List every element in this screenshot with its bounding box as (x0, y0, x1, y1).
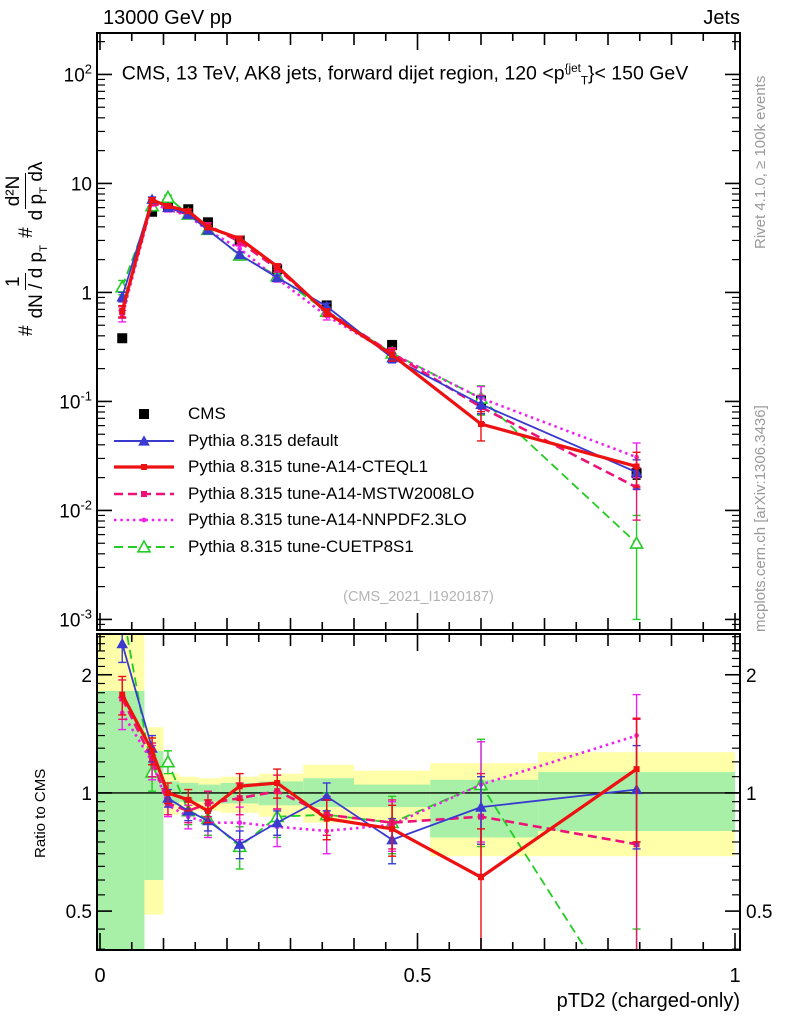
nnpdf-marker-icon (114, 517, 174, 523)
svg-text:1: 1 (729, 965, 740, 987)
y-axis-label-frac2: d²N d pT dλ (3, 161, 50, 221)
legend-item-default: Pythia 8.315 default (112, 428, 474, 455)
x-axis-label: pTD2 (charged-only) (556, 990, 740, 1012)
default-marker-icon (114, 434, 174, 446)
cms-uncertainty-bands (97, 634, 735, 950)
plot-title: CMS, 13 TeV, AK8 jets, forward dijet reg… (121, 62, 689, 88)
legend-label: Pythia 8.315 tune-CUETP8S1 (188, 536, 414, 556)
analysis-group-label: Jets (703, 7, 740, 29)
svg-text:0.5: 0.5 (746, 902, 772, 923)
svg-text:0.5: 0.5 (66, 902, 92, 923)
y-axis-label-frac1: 1 dN / d pT (3, 244, 50, 319)
y-axis-label-hash1: # (15, 325, 37, 336)
legend-item-cuetp8s1: Pythia 8.315 tune-CUETP8S1 (112, 534, 474, 561)
legend-label: Pythia 8.315 tune-A14-NNPDF2.3LO (188, 510, 467, 530)
cuetp8s1-marker-icon (114, 539, 174, 553)
svg-text:0: 0 (94, 965, 105, 987)
svg-text:10-1: 10-1 (59, 388, 92, 413)
cms-marker-icon (139, 409, 149, 420)
svg-text:0.5: 0.5 (404, 965, 432, 987)
cteql1-marker-icon (114, 464, 174, 471)
legend-item-cteql1: Pythia 8.315 tune-A14-CTEQL1 (112, 454, 474, 481)
mstw-marker-icon (114, 490, 174, 497)
svg-text:1: 1 (746, 784, 757, 805)
band-green (144, 750, 164, 881)
y-axis-label: # 1 dN / d pT # d²N d pT dλ (3, 162, 51, 336)
legend-item-nnpdf: Pythia 8.315 tune-A14-NNPDF2.3LO (112, 507, 474, 534)
legend-label: Pythia 8.315 tune-A14-CTEQL1 (188, 457, 429, 477)
svg-text:10-2: 10-2 (59, 497, 92, 522)
legend-item-mstw: Pythia 8.315 tune-A14-MSTW2008LO (112, 481, 474, 508)
svg-text:2: 2 (746, 666, 757, 687)
legend-label: CMS (188, 404, 226, 424)
legend-label: Pythia 8.315 default (188, 430, 339, 450)
legend: CMS Pythia 8.315 default Pythia 8.315 tune… (112, 401, 474, 560)
svg-text:10: 10 (71, 174, 92, 195)
legend-label: Pythia 8.315 tune-A14-MSTW2008LO (188, 483, 475, 503)
svg-text:1: 1 (81, 283, 92, 304)
beam-label: 13000 GeV pp (103, 7, 232, 29)
series-ratio-cteql1 (118, 675, 641, 950)
ratio-y-axis-label: Ratio to CMS (32, 768, 49, 858)
series-main-cteql1 (118, 197, 641, 488)
svg-text:10-3: 10-3 (59, 606, 92, 631)
mcplots-reference-label: mcplots.cern.ch [arXiv:1306.3436] (752, 405, 769, 632)
legend-item-cms: CMS (112, 401, 474, 428)
svg-text:2: 2 (81, 666, 92, 687)
svg-text:1: 1 (81, 784, 92, 805)
generator-version-label: Rivet 4.1.0, ≥ 100k events (752, 75, 769, 249)
analysis-id-watermark: (CMS_2021_I1920187) (343, 589, 494, 605)
y-axis-label-hash2: # (15, 227, 37, 238)
